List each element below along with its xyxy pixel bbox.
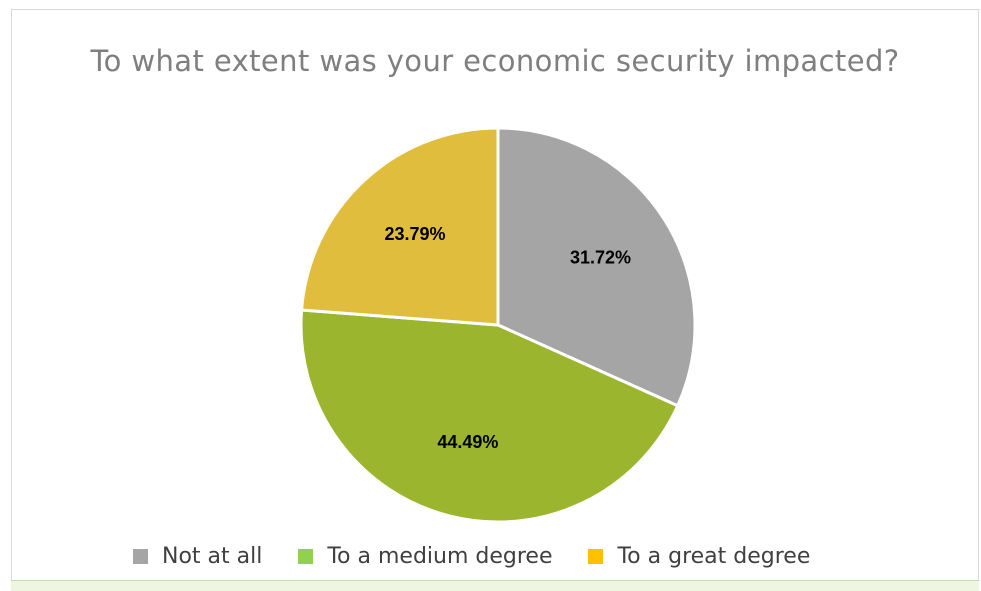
pie-slice-medium-degree[interactable] xyxy=(299,308,680,524)
legend-swatch-medium-degree xyxy=(298,548,314,564)
legend-swatch-not-at-all xyxy=(133,548,148,564)
legend-item-medium-degree[interactable]: To a medium degree xyxy=(298,544,552,569)
legend-label-not-at-all: Not at all xyxy=(162,543,263,569)
data-label-medium-degree: 44.49% xyxy=(437,432,498,452)
legend-label-medium-degree: To a medium degree xyxy=(327,543,553,569)
pie-slice-not-at-all[interactable] xyxy=(496,126,697,408)
legend-swatch-great-degree xyxy=(588,548,604,564)
bottom-strip xyxy=(11,580,979,591)
data-label-not-at-all: 31.72% xyxy=(570,247,631,267)
legend-item-not-at-all[interactable]: Not at all xyxy=(133,544,262,569)
legend-item-great-degree[interactable]: To a great degree xyxy=(588,544,810,569)
pie-slice-great-degree[interactable] xyxy=(300,126,500,327)
legend-label-great-degree: To a great degree xyxy=(617,543,811,569)
data-label-great-degree: 23.79% xyxy=(384,224,445,244)
chart-title: To what extent was your economic securit… xyxy=(90,44,900,78)
legend: Not at all To a medium degree To a great… xyxy=(133,541,810,571)
